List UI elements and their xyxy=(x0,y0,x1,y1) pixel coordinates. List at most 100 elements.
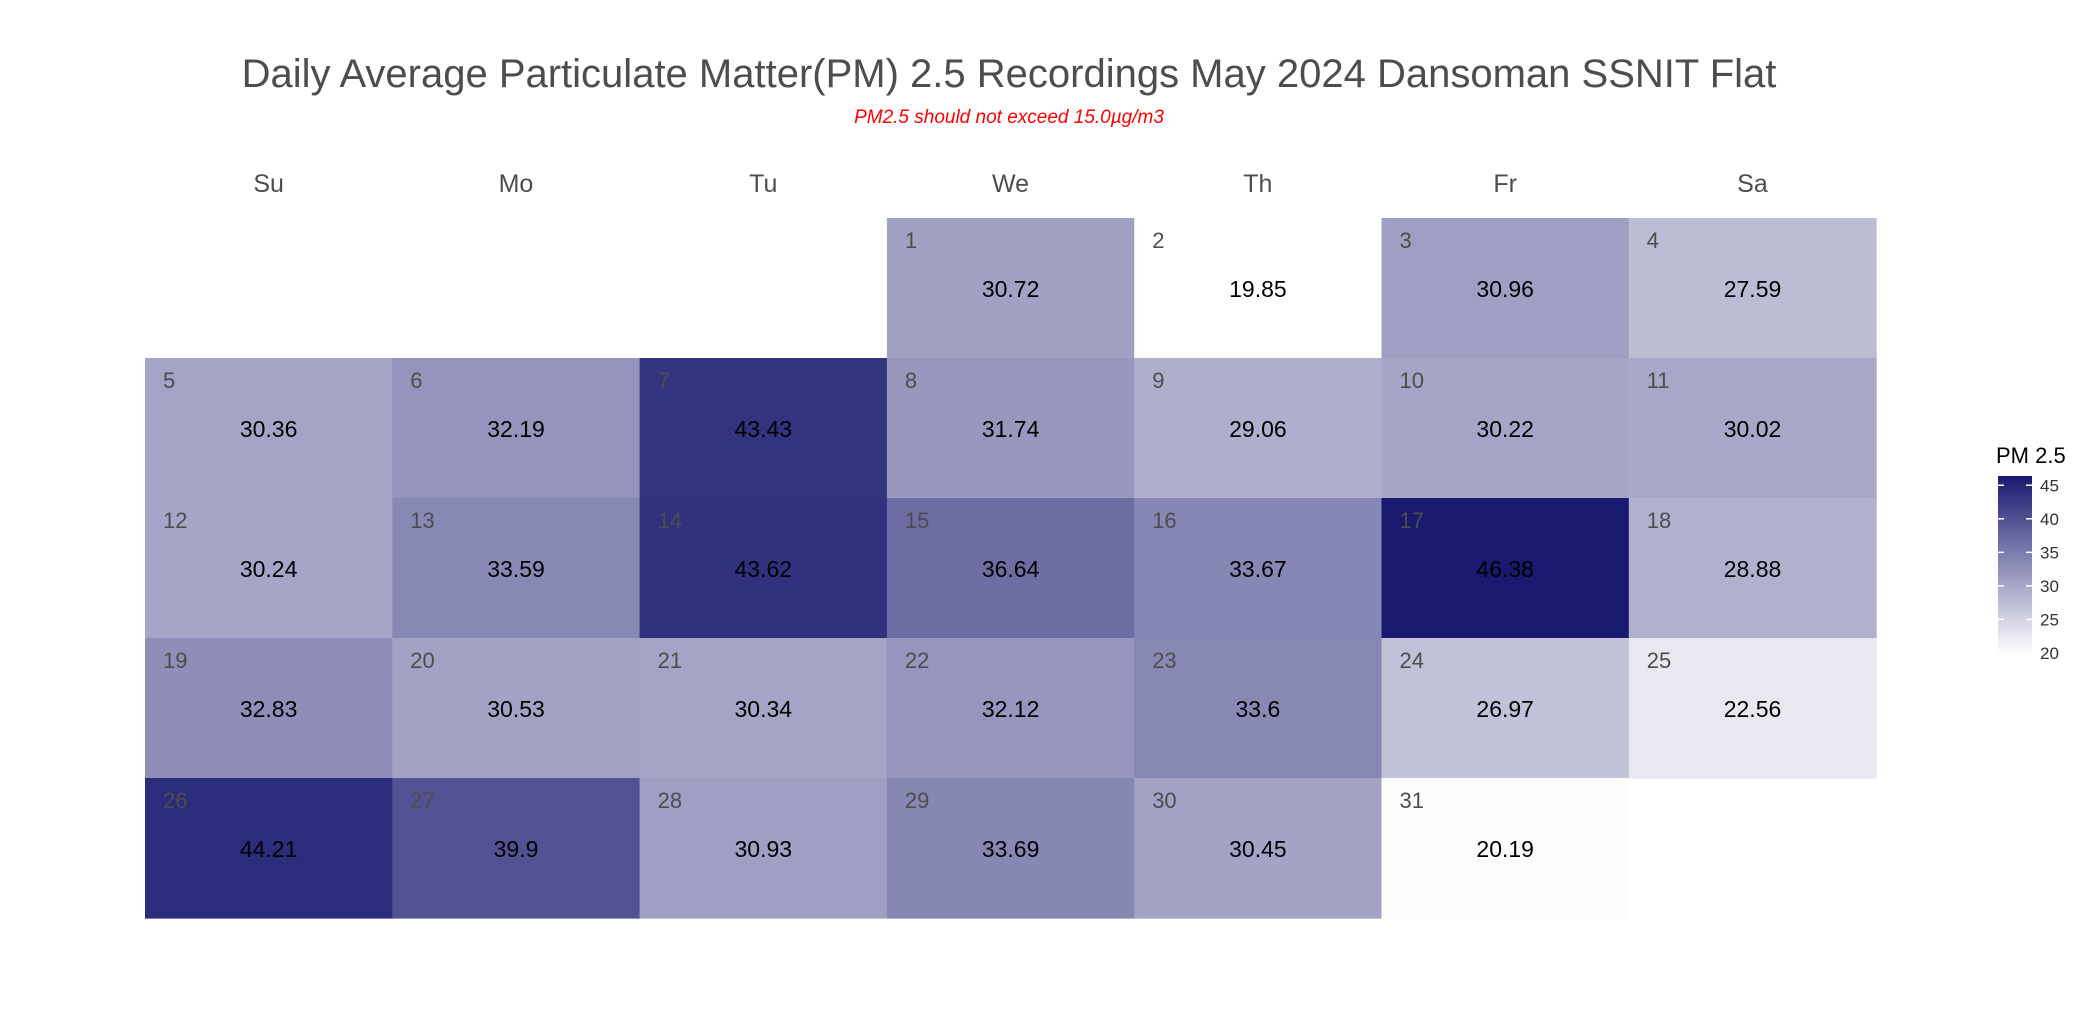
day-number: 8 xyxy=(905,368,917,393)
day-value: 46.38 xyxy=(1476,556,1534,582)
day-value: 32.12 xyxy=(982,696,1040,722)
day-number: 18 xyxy=(1647,508,1671,533)
day-value: 33.69 xyxy=(982,836,1040,862)
calendar-cell-tile xyxy=(1134,778,1383,919)
day-number: 30 xyxy=(1152,788,1176,813)
calendar-cell: 530.36 xyxy=(145,358,393,499)
calendar-cell: 31 20.19 xyxy=(1381,778,1630,919)
calendar-cell: 26 44.21 xyxy=(145,778,393,919)
calendar-cell: 743.43 xyxy=(639,358,888,499)
day-number: 27 xyxy=(410,788,434,813)
calendar-cell: 21 30.34 xyxy=(639,638,888,779)
day-value: 30.24 xyxy=(240,556,298,582)
legend-tick-label: 30 xyxy=(2040,577,2059,596)
calendar-cell-tile xyxy=(1134,498,1383,639)
calendar-cell-tile xyxy=(886,778,1135,919)
day-value: 27.59 xyxy=(1724,276,1782,302)
calendar-cell-tile xyxy=(1134,358,1383,499)
day-value: 31.74 xyxy=(982,416,1040,442)
day-number: 15 xyxy=(905,508,929,533)
day-value: 36.64 xyxy=(982,556,1040,582)
day-number: 26 xyxy=(163,788,187,813)
day-number: 13 xyxy=(410,508,434,533)
day-value: 43.62 xyxy=(735,556,793,582)
calendar-cell-tile xyxy=(1134,638,1383,779)
calendar-cell-tile xyxy=(1381,358,1630,499)
calendar-cell: 27 39.9 xyxy=(392,778,641,919)
calendar-cell: 23 33.6 xyxy=(1134,638,1383,779)
calendar-cell: 427.59 xyxy=(1628,218,1877,359)
calendar-cell-tile xyxy=(1628,218,1877,359)
legend-tick-label: 25 xyxy=(2040,610,2059,629)
calendar-cell: 22 32.12 xyxy=(886,638,1135,779)
day-value: 32.83 xyxy=(240,696,298,722)
legend-colorbar xyxy=(1998,476,2032,654)
day-value: 26.97 xyxy=(1476,696,1534,722)
calendar-cell-tile xyxy=(145,638,393,779)
weekday-label: We xyxy=(992,170,1029,198)
day-value: 33.6 xyxy=(1236,696,1281,722)
day-number: 19 xyxy=(163,648,187,673)
weekday-label: Mo xyxy=(499,170,534,198)
calendar-cells: 130.72219.85330.96427.59530.36632.19743.… xyxy=(145,218,1877,919)
calendar-cell-tile xyxy=(639,498,888,639)
day-value: 30.93 xyxy=(735,836,793,862)
calendar-cell-tile xyxy=(639,358,888,499)
day-value: 30.22 xyxy=(1476,416,1534,442)
day-number: 9 xyxy=(1152,368,1164,393)
day-number: 14 xyxy=(658,508,682,533)
calendar-cell-tile xyxy=(886,638,1135,779)
calendar-cell-tile xyxy=(1628,638,1877,779)
day-value: 30.45 xyxy=(1229,836,1287,862)
day-value: 44.21 xyxy=(240,836,298,862)
day-number: 10 xyxy=(1400,368,1424,393)
calendar-cell: 14 43.62 xyxy=(639,498,888,639)
day-value: 30.72 xyxy=(982,276,1040,302)
day-value: 30.96 xyxy=(1476,276,1534,302)
calendar-cell-tile xyxy=(886,358,1135,499)
color-legend: PM 2.5 20 25 30 35 40 45 xyxy=(1996,443,2066,663)
calendar-cell: 219.85 xyxy=(1134,218,1383,359)
calendar-cell: 15 36.64 xyxy=(886,498,1135,639)
weekday-label: Su xyxy=(253,170,284,198)
chart-title: Daily Average Particulate Matter(PM) 2.5… xyxy=(242,52,1777,96)
legend-ticks: 20 25 30 35 40 45 xyxy=(1998,476,2059,663)
day-number: 2 xyxy=(1152,228,1164,253)
day-number: 7 xyxy=(658,368,670,393)
day-number: 4 xyxy=(1647,228,1659,253)
calendar-cell: 30 30.45 xyxy=(1134,778,1383,919)
day-value: 30.02 xyxy=(1724,416,1782,442)
calendar-cell: 25 22.56 xyxy=(1628,638,1877,779)
calendar-cell-tile xyxy=(392,358,641,499)
day-number: 23 xyxy=(1152,648,1176,673)
calendar-cell: 18 28.88 xyxy=(1628,498,1877,639)
calendar-cell-tile xyxy=(1628,358,1877,499)
calendar-cell-tile xyxy=(145,778,393,919)
calendar-cell: 20 30.53 xyxy=(392,638,641,779)
weekday-label: Fr xyxy=(1493,170,1517,198)
day-number: 24 xyxy=(1400,648,1424,673)
calendar-cell-tile xyxy=(392,778,641,919)
legend-title: PM 2.5 xyxy=(1996,443,2066,468)
chart-subtitle: PM2.5 should not exceed 15.0µg/m3 xyxy=(854,107,1164,128)
day-number: 29 xyxy=(905,788,929,813)
legend-tick-label: 45 xyxy=(2040,476,2059,495)
calendar-cell: 10 30.22 xyxy=(1381,358,1630,499)
day-value: 30.36 xyxy=(240,416,298,442)
calendar-cell: 632.19 xyxy=(392,358,641,499)
day-number: 3 xyxy=(1400,228,1412,253)
day-number: 31 xyxy=(1400,788,1424,813)
day-value: 43.43 xyxy=(735,416,793,442)
calendar-cell-tile xyxy=(392,498,641,639)
calendar-cell: 13 33.59 xyxy=(392,498,641,639)
day-value: 20.19 xyxy=(1476,836,1534,862)
calendar-cell-tile xyxy=(639,778,888,919)
legend-tick-label: 40 xyxy=(2040,510,2059,529)
calendar-cell-tile xyxy=(1381,778,1630,919)
weekday-label: Tu xyxy=(749,170,777,198)
day-number: 28 xyxy=(658,788,682,813)
calendar-cell-tile xyxy=(639,638,888,779)
day-value: 39.9 xyxy=(494,836,539,862)
day-number: 6 xyxy=(410,368,422,393)
day-number: 21 xyxy=(658,648,682,673)
